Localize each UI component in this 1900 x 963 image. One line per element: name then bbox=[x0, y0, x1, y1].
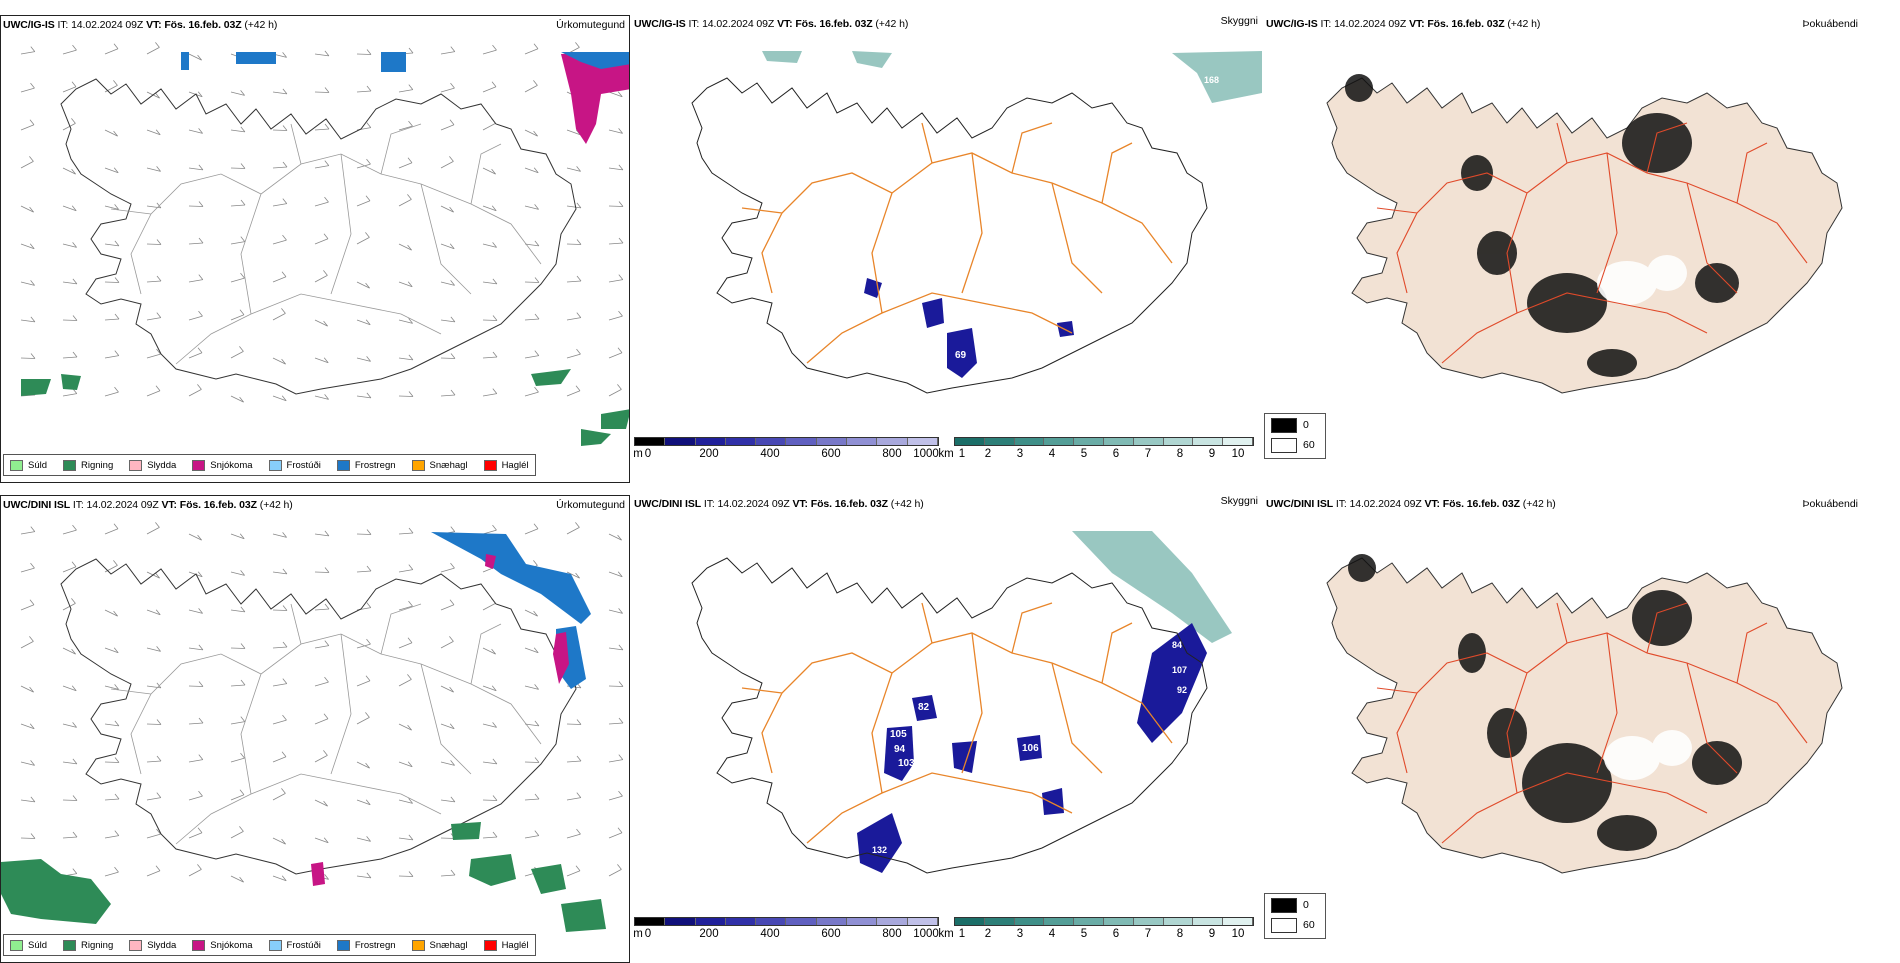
vis-number: 103 bbox=[898, 758, 915, 769]
vis-number: 132 bbox=[872, 845, 887, 855]
visibility-map: 69 168 bbox=[691, 51, 1262, 394]
panel-header: UWC/DINI ISL IT: 14.02.2024 09Z VT: Fös.… bbox=[3, 499, 293, 511]
vis-number: 84 bbox=[1172, 640, 1182, 650]
precip-legend: Súld Rigning Slydda Snjókoma Frostúði Fr… bbox=[3, 934, 536, 956]
road-network bbox=[110, 603, 542, 845]
vis-number: 94 bbox=[894, 744, 906, 755]
rain-area bbox=[1, 822, 606, 932]
iceland-land bbox=[1326, 77, 1843, 394]
fog-legend-bottom: 0 60 bbox=[1264, 893, 1326, 939]
road-network bbox=[741, 602, 1173, 844]
vis-number: 105 bbox=[890, 729, 907, 740]
panel-title: Skyggni bbox=[1220, 495, 1258, 507]
legend-item: Frostregn bbox=[336, 459, 396, 471]
iceland-outline bbox=[60, 558, 577, 875]
iceland-outline bbox=[60, 78, 577, 395]
precip-type-panel-bottom: UWC/DINI ISL IT: 14.02.2024 09Z VT: Fös.… bbox=[0, 495, 630, 963]
legend-item: Slydda bbox=[129, 459, 176, 471]
legend-item: Snæhagl bbox=[411, 459, 468, 471]
panel-title: Úrkomutegund bbox=[556, 19, 625, 31]
legend-item: Frostúði bbox=[268, 459, 321, 471]
wind-barbs bbox=[20, 522, 624, 883]
legend-item: Haglél bbox=[483, 939, 529, 951]
fog-panel-top: UWC/IG-IS IT: 14.02.2024 09Z VT: Fös. 16… bbox=[1264, 15, 1900, 483]
iceland-land bbox=[1326, 557, 1843, 874]
vis-number: 92 bbox=[1177, 685, 1187, 695]
vis-number: 168 bbox=[1204, 75, 1219, 85]
legend-item: Haglél bbox=[483, 459, 529, 471]
road-network bbox=[1376, 122, 1808, 364]
legend-item: Rigning bbox=[63, 939, 113, 951]
fog-panel-bottom: UWC/DINI ISL IT: 14.02.2024 09Z VT: Fös.… bbox=[1264, 495, 1900, 963]
vis-number: 69 bbox=[955, 350, 967, 361]
visibility-m-area bbox=[864, 278, 1074, 378]
legend-item: Súld bbox=[10, 459, 47, 471]
road-network bbox=[110, 123, 542, 365]
road-network bbox=[1376, 602, 1808, 844]
precip-type-panel-top: UWC/IG-IS IT: 14.02.2024 09Z VT: Fös. 16… bbox=[0, 15, 630, 483]
visibility-m-colorbar: m 0 200 400 600 800 1000 bbox=[633, 917, 939, 943]
legend-item: Snjókoma bbox=[192, 459, 253, 471]
legend-item: Slydda bbox=[129, 939, 176, 951]
vis-number: 100 bbox=[862, 870, 877, 880]
precip-map bbox=[1, 522, 624, 932]
fog-legend-top: 0 60 bbox=[1264, 413, 1326, 459]
legend-item: Frostregn bbox=[336, 939, 396, 951]
legend-item: Snjókoma bbox=[192, 939, 253, 951]
fog-white-area bbox=[1597, 255, 1687, 305]
panel-title: Úrkomutegund bbox=[556, 499, 625, 511]
fog-map bbox=[1326, 554, 1843, 874]
panel-header: UWC/IG-IS IT: 14.02.2024 09Z VT: Fös. 16… bbox=[3, 19, 278, 31]
legend-item: Snæhagl bbox=[411, 939, 468, 951]
fog-white-area bbox=[1604, 730, 1692, 780]
fog-area bbox=[1345, 74, 1739, 377]
visibility-km-colorbar: km 1 2 3 4 5 6 7 8 9 10 bbox=[938, 437, 1254, 463]
iceland-outline bbox=[691, 557, 1208, 874]
precip-legend: Súld Rigning Slydda Snjókoma Frostúði Fr… bbox=[3, 454, 536, 476]
iceland-outline bbox=[691, 77, 1208, 394]
visibility-panel-bottom: UWC/DINI ISL IT: 14.02.2024 09Z VT: Fös.… bbox=[632, 495, 1262, 963]
panel-title: Skyggni bbox=[1220, 15, 1258, 27]
vis-number: 106 bbox=[1022, 743, 1039, 754]
snow-area bbox=[311, 554, 569, 886]
wind-barbs bbox=[20, 42, 624, 403]
rain-area bbox=[21, 369, 629, 446]
road-network bbox=[741, 122, 1173, 364]
legend-item: Rigning bbox=[63, 459, 113, 471]
visibility-m-colorbar: m 0 200 400 600 800 1000 bbox=[633, 437, 939, 463]
panel-header: UWC/DINI ISL IT: 14.02.2024 09Z VT: Fös.… bbox=[1266, 498, 1556, 510]
visibility-m-area bbox=[857, 623, 1207, 873]
fog-map bbox=[1326, 74, 1843, 394]
panel-title: Þokuábendi bbox=[1802, 18, 1858, 30]
visibility-map: 82 105 94 103 106 101 132 100 84 107 92 bbox=[691, 531, 1232, 880]
snow-area bbox=[561, 52, 629, 144]
panel-title: Þokuábendi bbox=[1802, 498, 1858, 510]
vis-number: 82 bbox=[918, 702, 930, 713]
frostregn-area bbox=[181, 52, 629, 72]
legend-item: Súld bbox=[10, 939, 47, 951]
visibility-km-area bbox=[762, 51, 1262, 103]
visibility-panel-top: UWC/IG-IS IT: 14.02.2024 09Z VT: Fös. 16… bbox=[632, 15, 1262, 483]
panel-header: UWC/IG-IS IT: 14.02.2024 09Z VT: Fös. 16… bbox=[634, 18, 909, 30]
panel-header: UWC/IG-IS IT: 14.02.2024 09Z VT: Fös. 16… bbox=[1266, 18, 1541, 30]
vis-number: 107 bbox=[1172, 665, 1187, 675]
legend-item: Frostúði bbox=[268, 939, 321, 951]
vis-number: 101 bbox=[996, 757, 1013, 768]
panel-header: UWC/DINI ISL IT: 14.02.2024 09Z VT: Fös.… bbox=[634, 498, 924, 510]
visibility-km-colorbar: km 1 2 3 4 5 6 7 8 9 10 bbox=[938, 917, 1254, 943]
precip-map bbox=[20, 42, 629, 446]
visibility-km-area bbox=[1072, 531, 1232, 643]
